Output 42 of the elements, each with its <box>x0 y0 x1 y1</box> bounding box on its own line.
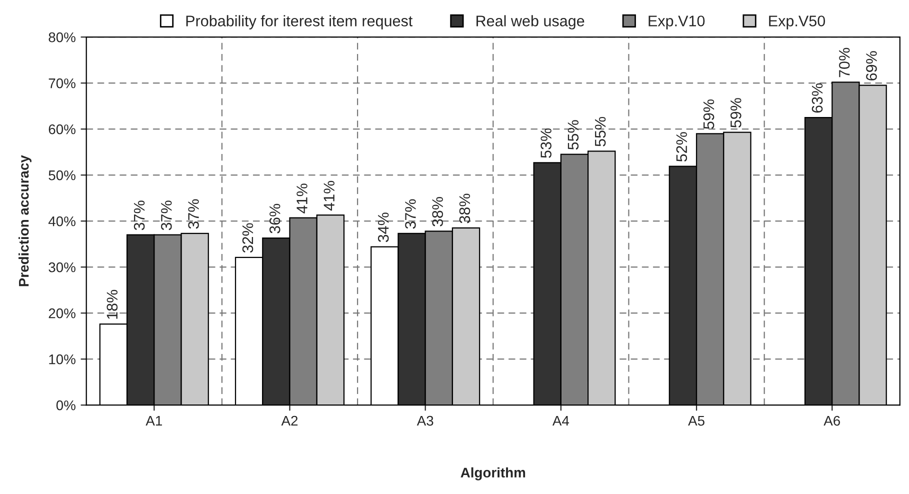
data-label: 18% <box>106 290 118 319</box>
legend-label: Probability for iterest item request <box>186 15 413 30</box>
data-label: 36% <box>269 204 280 234</box>
y-tick-label: 70% <box>48 78 76 88</box>
y-axis-title: Prediction accuracy <box>18 155 32 286</box>
data-label: 55% <box>568 120 579 150</box>
y-tick-label: 10% <box>49 354 76 364</box>
data-label: 63% <box>812 83 823 113</box>
data-label: 52% <box>676 132 688 162</box>
x-axis-title: Algorithm <box>460 467 526 480</box>
y-tick-label: 50% <box>48 170 76 180</box>
legend-label: Exp.V10 <box>648 16 705 30</box>
data-label: 37% <box>134 200 145 230</box>
y-tick-label: 80% <box>48 32 76 42</box>
x-tick-label: A5 <box>688 416 704 426</box>
data-label: 41% <box>324 180 334 211</box>
legend-label: Exp.V50 <box>769 16 826 30</box>
data-label: 38% <box>432 196 443 226</box>
y-tick-label: 60% <box>48 124 76 134</box>
data-label: 41% <box>296 184 308 214</box>
data-label: 37% <box>188 199 199 229</box>
data-label: 37% <box>405 199 416 229</box>
x-tick-label: A2 <box>281 416 298 426</box>
y-tick-label: 30% <box>48 262 76 272</box>
data-label: 69% <box>866 51 877 80</box>
data-label: 38% <box>459 194 470 224</box>
legend-label: Real web usage <box>476 15 584 30</box>
data-label: 53% <box>540 128 552 158</box>
x-tick-label: A6 <box>824 416 840 426</box>
y-tick-label: 40% <box>48 216 76 226</box>
data-label: 59% <box>703 99 714 129</box>
y-tick-label: 0% <box>56 400 76 410</box>
data-label: 37% <box>160 200 172 230</box>
data-label: 34% <box>378 212 389 242</box>
y-tick-label: 20% <box>48 308 76 318</box>
x-tick-label: A3 <box>416 416 434 426</box>
data-label: 55% <box>594 116 606 146</box>
data-label: 70% <box>838 48 850 78</box>
data-label: 32% <box>242 223 254 253</box>
data-label: 59% <box>730 98 742 128</box>
x-tick-label: A4 <box>552 416 570 426</box>
x-tick-label: A1 <box>146 416 162 426</box>
